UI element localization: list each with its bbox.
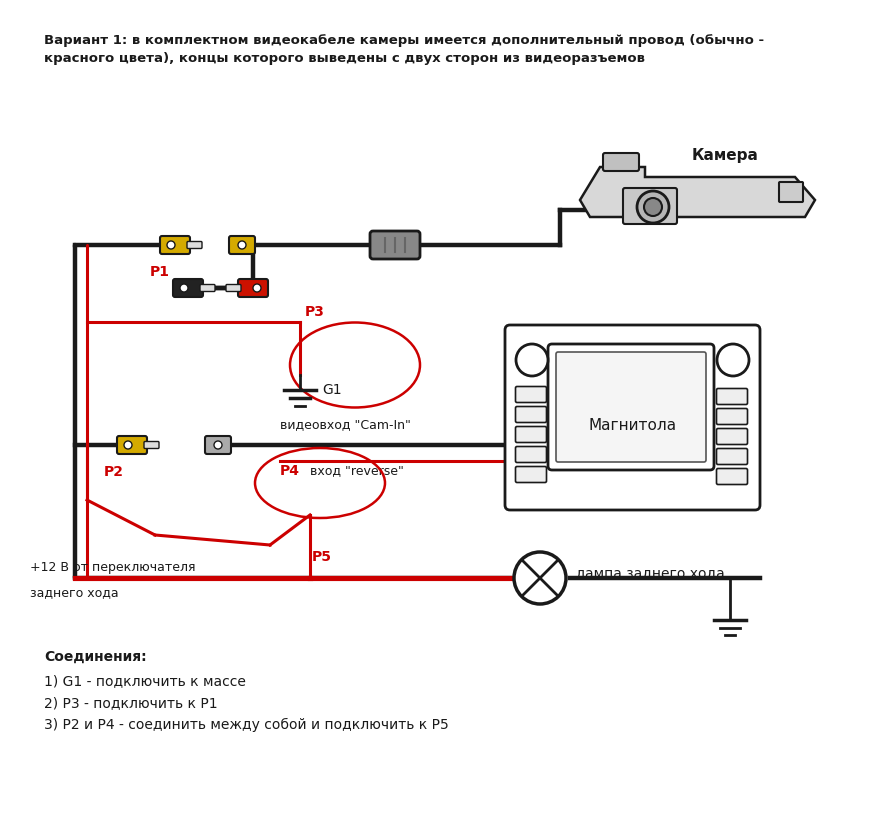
Text: P2: P2 (104, 465, 124, 479)
FancyBboxPatch shape (226, 285, 241, 291)
FancyBboxPatch shape (229, 236, 255, 254)
Circle shape (167, 241, 175, 249)
Circle shape (644, 198, 662, 216)
Text: 1) G1 - подключить к массе: 1) G1 - подключить к массе (44, 674, 246, 688)
FancyBboxPatch shape (173, 279, 203, 297)
FancyBboxPatch shape (717, 469, 748, 484)
Circle shape (180, 284, 188, 292)
Text: Соединения:: Соединения: (44, 650, 147, 664)
Text: Вариант 1: в комплектном видеокабеле камеры имеется дополнительный провод (обычн: Вариант 1: в комплектном видеокабеле кам… (44, 34, 764, 47)
FancyBboxPatch shape (548, 344, 714, 470)
Text: Магнитола: Магнитола (589, 418, 676, 433)
FancyBboxPatch shape (717, 429, 748, 444)
FancyBboxPatch shape (717, 388, 748, 405)
FancyBboxPatch shape (144, 442, 159, 448)
FancyBboxPatch shape (505, 325, 760, 510)
Circle shape (214, 441, 222, 449)
FancyBboxPatch shape (160, 236, 190, 254)
Text: Камера: Камера (691, 148, 758, 163)
FancyBboxPatch shape (370, 231, 420, 259)
FancyBboxPatch shape (779, 182, 803, 202)
Text: P4: P4 (280, 464, 300, 478)
Text: заднего хода: заднего хода (30, 586, 118, 599)
Circle shape (717, 344, 749, 376)
Text: G1: G1 (322, 383, 341, 397)
Text: лампа заднего хода: лампа заднего хода (576, 566, 725, 580)
Circle shape (514, 552, 566, 604)
FancyBboxPatch shape (515, 387, 546, 402)
Text: P3: P3 (305, 305, 325, 319)
Circle shape (516, 344, 548, 376)
Text: вход "reverse": вход "reverse" (310, 464, 404, 477)
FancyBboxPatch shape (200, 285, 215, 291)
FancyBboxPatch shape (556, 352, 706, 462)
FancyBboxPatch shape (603, 153, 639, 171)
Polygon shape (580, 167, 815, 217)
Text: P5: P5 (312, 550, 332, 564)
FancyBboxPatch shape (717, 409, 748, 424)
Circle shape (238, 241, 246, 249)
FancyBboxPatch shape (717, 448, 748, 465)
FancyBboxPatch shape (515, 447, 546, 462)
Text: видеовход "Cam-In": видеовход "Cam-In" (280, 418, 411, 431)
Text: +12 В от переключателя: +12 В от переключателя (30, 561, 195, 574)
FancyBboxPatch shape (515, 406, 546, 423)
Text: 2) Р3 - подключить к Р1: 2) Р3 - подключить к Р1 (44, 696, 217, 710)
FancyBboxPatch shape (515, 466, 546, 483)
Circle shape (637, 191, 669, 223)
FancyBboxPatch shape (117, 436, 147, 454)
Text: красного цвета), концы которого выведены с двух сторон из видеоразъемов: красного цвета), концы которого выведены… (44, 52, 645, 65)
FancyBboxPatch shape (187, 241, 202, 249)
Circle shape (253, 284, 261, 292)
FancyBboxPatch shape (205, 436, 231, 454)
Circle shape (124, 441, 132, 449)
FancyBboxPatch shape (515, 426, 546, 443)
Text: P1: P1 (150, 265, 170, 279)
Text: 3) Р2 и Р4 - соединить между собой и подключить к Р5: 3) Р2 и Р4 - соединить между собой и под… (44, 718, 449, 732)
FancyBboxPatch shape (238, 279, 268, 297)
FancyBboxPatch shape (623, 188, 677, 224)
